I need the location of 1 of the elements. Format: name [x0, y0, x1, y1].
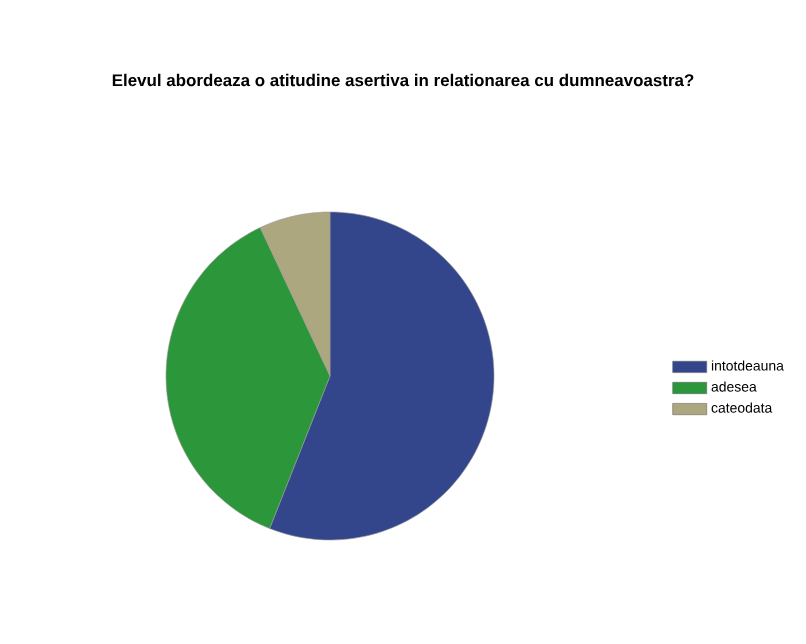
chart-title: Elevul abordeaza o atitudine asertiva in relationarea cu dumneavoastra? [112, 73, 694, 87]
